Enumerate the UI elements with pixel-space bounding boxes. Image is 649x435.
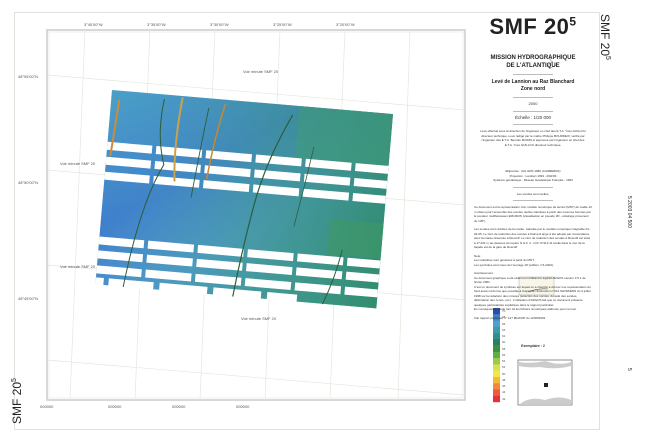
location-inset-map <box>517 359 573 406</box>
adjacent-sheet-ref: Voir minute SMF 20 <box>243 69 279 74</box>
colorbar-swatch <box>493 308 500 315</box>
map-scale: Échelle : 1/20 000 <box>514 114 552 120</box>
lambert-label: 000000 <box>108 404 122 409</box>
report-ref: Voir rapport particulier n° 127 MHA/NP d… <box>474 315 546 320</box>
colorbar-label: 46 <box>502 384 506 389</box>
colorbar-label: 62 <box>502 334 506 339</box>
colorbar-label: 50 <box>502 371 506 376</box>
warning: Avertissement : Ce document graphique a é… <box>474 271 591 311</box>
survey-coverage <box>95 90 393 309</box>
colorbar-swatch <box>493 383 500 390</box>
colorbar-label: 68 <box>502 315 506 320</box>
title-block: SMF 205 MISSION HYDROGRAPHIQUE DE L'ATLAN… <box>470 12 596 412</box>
lambert-label: 000000 <box>236 404 250 409</box>
side-reference: 5 2003 04 500 <box>626 196 632 228</box>
survey-year: 2000 <box>528 101 538 106</box>
data-gaps <box>95 141 389 303</box>
colorbar-swatch <box>493 370 500 378</box>
colorbar-swatch <box>493 333 500 340</box>
soundings-note: Les sondes sont réelles. <box>516 191 550 196</box>
lon-label: 3°20'00"W <box>336 22 355 27</box>
geodesy: Ellipsoïde : IAG GRS 1980 (CANBERRA) Proj… <box>493 169 573 182</box>
sheet-code: SMF 205 <box>489 14 577 39</box>
sheet-border <box>14 12 600 430</box>
lambert-label: 000000 <box>172 404 186 409</box>
lat-label: 48°45'00"N <box>18 296 39 301</box>
lambert-label: 000000 <box>40 404 54 409</box>
lon-label: 3°25'00"W <box>273 22 292 27</box>
colorbar-label: 44 <box>502 390 506 395</box>
copy-number: Exemplaire : 2 <box>521 344 545 348</box>
survey-title: Levé de Lannion au Raz Blanchard Zone nor… <box>491 79 575 92</box>
adjacent-sheet-ref: Voir minute SMF 20 <box>60 161 96 166</box>
colorbar-swatch <box>493 339 500 346</box>
tide-reduction: Les sondes sont réduites de la marée, ca… <box>474 227 591 249</box>
adjacent-sheet-ref: Voir minute SMF 20 <box>60 264 96 269</box>
sheet-code-right: SMF 205 <box>598 14 612 60</box>
description: Ce document est la représentation d'un m… <box>474 205 592 223</box>
colorbar-label: 64 <box>502 327 506 332</box>
adjacent-sheet-ref: Voir minute SMF 20 <box>241 316 277 321</box>
colorbar-swatch <box>493 358 500 365</box>
colorbar-label: 48 <box>502 377 506 382</box>
depth-colorbar <box>493 308 500 403</box>
colorbar-swatch <box>493 395 500 403</box>
colorbar-swatch <box>493 351 500 359</box>
lon-label: 3°40'00"W <box>84 22 103 27</box>
notes: Note : Les isobathes sont générées à part… <box>474 253 554 267</box>
lat-label: 48°50'00"N <box>18 180 39 185</box>
lon-label: 3°35'00"W <box>147 22 166 27</box>
colorbar-swatch <box>493 376 500 384</box>
colorbar-label: 70 <box>502 309 506 313</box>
side-reference-small: 5 <box>626 368 632 371</box>
colorbar-swatch <box>493 364 500 371</box>
colorbar-label: 42 <box>502 396 506 401</box>
signature <box>548 55 558 69</box>
lon-label: 3°30'00"W <box>210 22 229 27</box>
colorbar-label: 54 <box>502 359 506 364</box>
colorbar-label: 60 <box>502 340 506 345</box>
colorbar-label: 58 <box>502 346 506 351</box>
colorbar-swatch <box>493 314 500 321</box>
map-frame <box>46 29 466 401</box>
map-frame-inner <box>48 31 464 399</box>
colorbar-swatch <box>493 320 500 327</box>
ridges <box>109 97 343 305</box>
colorbar-label: 56 <box>502 352 506 357</box>
colorbar-label: 66 <box>502 321 506 326</box>
credits: Levé effectué sous la direction de l'ing… <box>480 129 586 147</box>
lat-label: 48°55'00"N <box>18 74 39 79</box>
colorbar-label: 52 <box>502 365 506 370</box>
sheet-code-bottom-left: SMF 205 <box>10 378 24 424</box>
colorbar-swatch <box>493 345 500 353</box>
colorbar-swatch <box>493 389 500 396</box>
mission-title: MISSION HYDROGRAPHIQUE DE L'ATLANTIQUE <box>490 55 576 69</box>
colorbar-swatch <box>493 326 500 334</box>
certification-stamp <box>518 55 558 296</box>
